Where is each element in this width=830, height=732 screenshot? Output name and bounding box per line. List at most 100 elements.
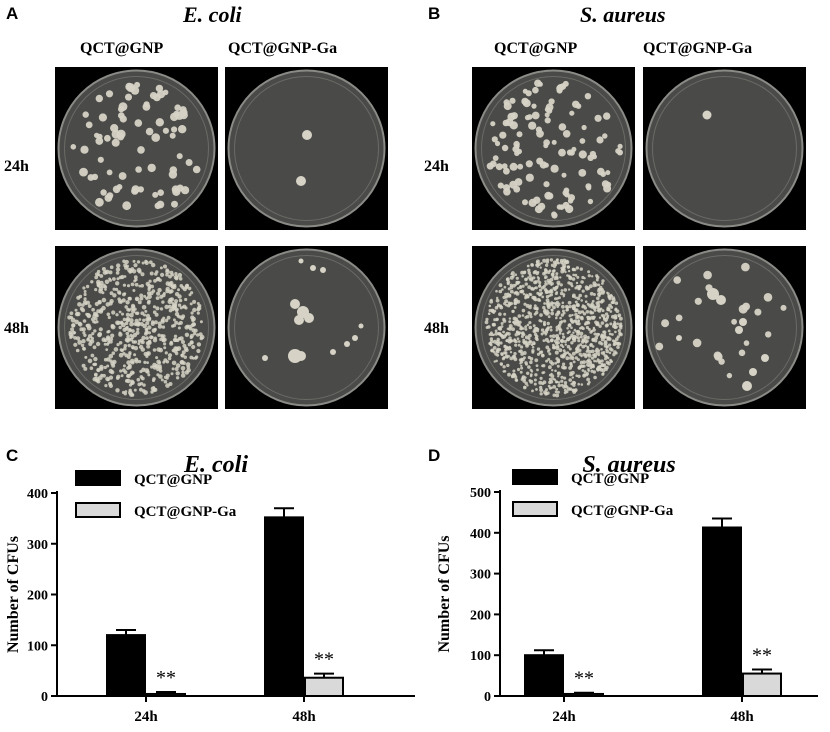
plate-saureus-ga-24h-image bbox=[643, 67, 806, 230]
colony bbox=[582, 364, 586, 368]
colony bbox=[520, 345, 524, 349]
chart-c-y-tick-label: 200 bbox=[27, 589, 48, 604]
colony bbox=[556, 371, 561, 376]
colony bbox=[578, 293, 582, 298]
colony bbox=[504, 333, 508, 336]
colony bbox=[85, 284, 90, 289]
colony bbox=[586, 302, 590, 306]
colony bbox=[490, 308, 495, 312]
colony bbox=[601, 279, 605, 283]
colony bbox=[596, 296, 600, 301]
colony bbox=[592, 328, 596, 332]
colony bbox=[574, 350, 578, 354]
colony bbox=[570, 326, 573, 329]
colony bbox=[601, 363, 605, 368]
colony bbox=[503, 184, 510, 192]
colony bbox=[174, 272, 178, 276]
colony bbox=[735, 326, 743, 334]
colony bbox=[583, 370, 587, 374]
colony bbox=[70, 327, 75, 332]
colony bbox=[569, 373, 572, 377]
colony bbox=[572, 338, 577, 343]
colony bbox=[544, 112, 550, 118]
colony bbox=[578, 352, 582, 356]
colony bbox=[191, 318, 195, 323]
colony bbox=[144, 332, 148, 336]
colony bbox=[522, 340, 525, 344]
colony bbox=[707, 288, 719, 300]
colony bbox=[82, 319, 87, 323]
chart-d-bar bbox=[524, 654, 564, 697]
plate-ecoli-ga-48h-image bbox=[225, 246, 388, 409]
colony bbox=[558, 331, 562, 335]
colony bbox=[594, 336, 599, 340]
colony bbox=[600, 359, 604, 363]
colony bbox=[572, 381, 577, 385]
colony bbox=[146, 352, 150, 356]
colony bbox=[92, 377, 97, 382]
colony bbox=[290, 299, 300, 309]
colony bbox=[147, 299, 151, 304]
colony bbox=[535, 260, 539, 264]
colony bbox=[738, 349, 746, 357]
colony bbox=[546, 108, 553, 114]
colony bbox=[498, 283, 503, 288]
colony bbox=[101, 297, 107, 303]
colony bbox=[531, 341, 536, 346]
colony bbox=[500, 363, 503, 366]
colony bbox=[134, 318, 139, 323]
colony bbox=[521, 275, 524, 278]
colony bbox=[543, 162, 549, 168]
petri-dish bbox=[227, 69, 386, 228]
colony bbox=[571, 370, 575, 375]
colony bbox=[196, 342, 202, 347]
colony bbox=[554, 292, 558, 296]
panel-a-column-label-gnp: QCT@GNP bbox=[80, 40, 164, 57]
colony bbox=[520, 270, 524, 275]
colony bbox=[532, 86, 539, 94]
colony bbox=[555, 380, 559, 384]
chart-d-y-tick-label: 500 bbox=[470, 486, 491, 501]
colony bbox=[530, 263, 534, 267]
colony bbox=[189, 333, 194, 339]
colony bbox=[561, 365, 566, 370]
colony bbox=[187, 286, 192, 291]
petri-dish-rim bbox=[481, 255, 626, 400]
colony bbox=[146, 361, 149, 364]
colony bbox=[104, 194, 113, 202]
colony bbox=[569, 371, 572, 375]
colony bbox=[130, 267, 135, 271]
colony bbox=[159, 266, 163, 270]
colony bbox=[122, 283, 126, 287]
petri-dish-rim bbox=[652, 76, 797, 221]
colony bbox=[606, 356, 610, 360]
colony bbox=[177, 303, 182, 307]
colony bbox=[143, 390, 148, 395]
colony bbox=[174, 299, 178, 304]
colony bbox=[542, 309, 547, 313]
colony bbox=[129, 358, 135, 364]
colony bbox=[596, 136, 604, 144]
colony bbox=[103, 342, 107, 346]
colony bbox=[551, 269, 556, 273]
colony bbox=[121, 298, 126, 303]
colony bbox=[105, 90, 114, 98]
colony bbox=[532, 324, 536, 328]
panel-a-row-label-24h: 24h bbox=[4, 158, 29, 175]
colony bbox=[489, 337, 494, 341]
colony bbox=[577, 339, 581, 343]
colony bbox=[552, 393, 556, 397]
colony bbox=[585, 310, 590, 314]
colony bbox=[86, 323, 91, 329]
colony bbox=[593, 354, 597, 359]
colony bbox=[617, 149, 623, 156]
colony bbox=[168, 274, 172, 279]
colony bbox=[576, 296, 581, 301]
panel-d-letter: D bbox=[428, 446, 441, 465]
colony bbox=[116, 320, 121, 325]
colony bbox=[129, 392, 134, 397]
chart-c-significance-label: ** bbox=[156, 667, 176, 689]
colony bbox=[118, 310, 122, 314]
colony bbox=[79, 167, 88, 177]
colony bbox=[568, 347, 572, 351]
